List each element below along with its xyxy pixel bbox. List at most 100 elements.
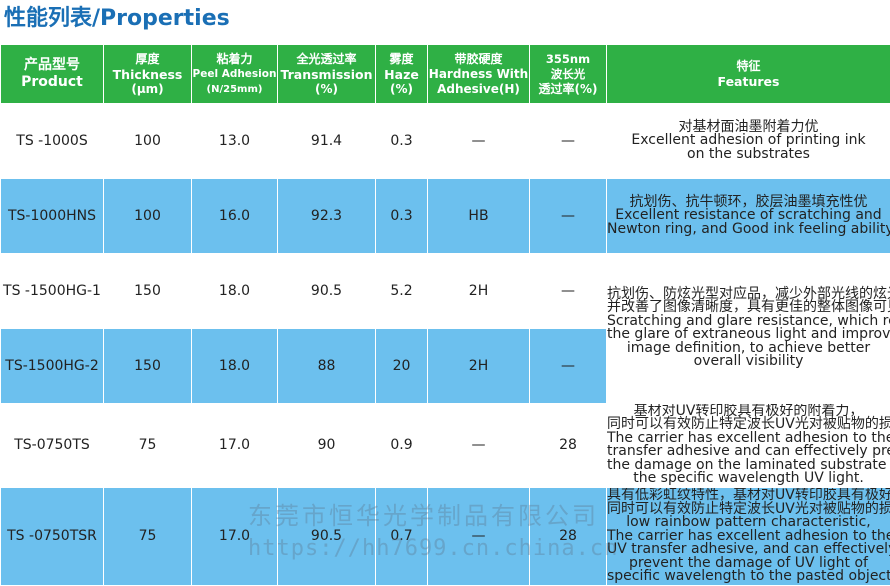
cell-features: 抗划伤、抗牛顿环，胶层油墨填充性优 Excellent resistance o… [606, 177, 890, 254]
header-product-zh: 产品型号 [24, 57, 80, 73]
header-thickness-unit: (μm) [131, 81, 164, 96]
cell-thickness: 150 [103, 252, 192, 329]
cell-peel: 16.0 [191, 177, 278, 254]
header-hardness-zh: 带胶硬度 [454, 51, 503, 66]
cell-features: 基材对UV转印胶具有极好的附着力， 同时可以有效防止特定波长UV光对被贴物的损伤… [606, 402, 890, 488]
cell-peel: 18.0 [191, 327, 278, 404]
table-row: TS-1500HG-2 150 18.0 88 20 2H — [0, 327, 890, 404]
header-features-en: Features [717, 74, 780, 89]
header-peel-adhesion: 粘着力 Peel Adhesion (N/25mm) [191, 44, 278, 104]
cell-haze: 5.2 [375, 252, 428, 329]
header-hardness-en: Hardness With [428, 66, 529, 81]
table-row: TS -1000S 100 13.0 91.4 0.3 — — 对基材面油墨附着… [0, 103, 890, 179]
cell-haze: 0.3 [375, 177, 428, 254]
header-transmission: 全光透过率 Transmission (%) [277, 44, 376, 104]
cell-features: 抗划伤、防炫光型对应品，减少外部光线的炫光 并改善了图像清晰度，具有更佳的整体图… [606, 252, 890, 404]
cell-product: TS -1000S [0, 103, 104, 179]
header-transmission-unit: (%) [315, 81, 338, 96]
feature-line: The carrier has excellent adhesion to th… [607, 429, 890, 446]
header-hardness: 带胶硬度 Hardness With Adhesive(H) [427, 44, 530, 104]
cell-transmission: 92.3 [277, 177, 376, 254]
feature-line: 并改善了图像清晰度，具有更佳的整体图像可见性 [607, 299, 890, 316]
cell-transmission: 88 [277, 327, 376, 404]
cell-peel: 17.0 [191, 486, 278, 586]
cell-peel: 17.0 [191, 402, 278, 488]
cell-thickness: 150 [103, 327, 192, 404]
table-row: TS -0750TSR 75 17.0 90.5 0.7 — 28 具有低彩虹纹… [0, 486, 890, 586]
table-row: TS -1500HG-1 150 18.0 90.5 5.2 2H — 抗划伤、… [0, 252, 890, 404]
cell-hardness: — [427, 486, 530, 586]
cell-hardness: — [427, 103, 530, 179]
cell-product: TS -0750TSR [0, 486, 104, 586]
feature-line: Excellent resistance of scratching and [615, 207, 882, 224]
header-features: 特征 Features [606, 44, 890, 104]
cell-thickness: 100 [103, 177, 192, 254]
cell-thickness: 75 [103, 402, 192, 488]
properties-table: 产品型号 Product 厚度 Thickness (μm) 粘着力 Peel … [0, 44, 890, 586]
header-product-en: Product [21, 74, 83, 90]
cell-hardness: — [427, 402, 530, 488]
header-peel-zh: 粘着力 [216, 51, 253, 66]
feature-line: 具有低彩虹纹特性，基材对UV转印胶具有极好的附着力， [607, 487, 890, 504]
cell-transmission: 91.4 [277, 103, 376, 179]
feature-line: 同时可以有效防止特定波长UV光对被贴物的损伤 [607, 416, 890, 433]
cell-hardness: HB [427, 177, 530, 254]
cell-haze: 20 [375, 327, 428, 404]
feature-line: Excellent adhesion of printing ink [631, 132, 866, 149]
cell-thickness: 100 [103, 103, 192, 179]
cell-peel: 18.0 [191, 252, 278, 329]
cell-product: TS-1000HNS [0, 177, 104, 254]
cell-peel: 13.0 [191, 103, 278, 179]
cell-uv: 28 [529, 486, 607, 586]
feature-line: 同时可以有效防止特定波长UV光对被贴物的损伤 [607, 500, 890, 517]
cell-product: TS -1500HG-1 [0, 252, 104, 329]
header-row: 产品型号 Product 厚度 Thickness (μm) 粘着力 Peel … [0, 44, 890, 104]
feature-line: low rainbow pattern characteristic, [626, 514, 871, 531]
header-uv-transmission: 355nm 波长光 透过率(%) [529, 44, 607, 104]
header-haze-zh: 雾度 [389, 51, 414, 66]
feature-line: Scratching and glare resistance, which r… [607, 312, 890, 329]
cell-thickness: 75 [103, 486, 192, 586]
feature-line: 基材对UV转印胶具有极好的附着力， [633, 403, 864, 419]
cell-haze: 0.7 [375, 486, 428, 586]
cell-uv: — [529, 327, 607, 404]
header-thickness: 厚度 Thickness (μm) [103, 44, 192, 104]
feature-line: 抗划伤、防炫光型对应品，减少外部光线的炫光 [607, 285, 890, 302]
cell-uv: — [529, 103, 607, 179]
feature-line: the specific wavelength UV light. [633, 470, 864, 487]
header-hardness-unit: Adhesive(H) [437, 81, 520, 96]
feature-line: overall visibility [693, 353, 804, 370]
cell-transmission: 90.5 [277, 486, 376, 586]
page-title: 性能列表/Properties [4, 6, 230, 31]
header-haze-unit: (%) [390, 81, 413, 96]
header-peel-en: Peel Adhesion [192, 67, 277, 80]
header-haze: 雾度 Haze (%) [375, 44, 428, 104]
header-uv-unit: 透过率(%) [538, 81, 598, 96]
cell-features: 具有低彩虹纹特性，基材对UV转印胶具有极好的附着力， 同时可以有效防止特定波长U… [606, 486, 890, 586]
cell-uv: 28 [529, 402, 607, 488]
cell-product: TS-1500HG-2 [0, 327, 104, 404]
cell-hardness: 2H [427, 327, 530, 404]
feature-line: specific wavelength to the pasted object… [607, 568, 890, 585]
table-row: TS-1000HNS 100 16.0 92.3 0.3 HB — 抗划伤、抗牛… [0, 177, 890, 254]
header-thickness-en: Thickness [112, 66, 183, 82]
feature-line: 对基材面油墨附着力优 [678, 118, 819, 135]
header-transmission-zh: 全光透过率 [296, 51, 357, 66]
cell-hardness: 2H [427, 252, 530, 329]
feature-line: 抗划伤、抗牛顿环，胶层油墨填充性优 [629, 193, 868, 210]
header-features-zh: 特征 [736, 59, 761, 73]
cell-features: 对基材面油墨附着力优 Excellent adhesion of printin… [606, 103, 890, 179]
feature-line: UV transfer adhesive, and can effectivel… [607, 541, 890, 558]
feature-line: Newton ring, and Good ink feeling abilit… [607, 220, 890, 237]
cell-haze: 0.9 [375, 402, 428, 488]
cell-uv: — [529, 177, 607, 254]
header-thickness-zh: 厚度 [135, 51, 160, 66]
feature-line: on the substrates [687, 145, 810, 162]
table-row: TS-0750TS 75 17.0 90 0.9 — 28 基材对UV转印胶具有… [0, 402, 890, 488]
header-haze-en: Haze [384, 66, 419, 82]
header-product: 产品型号 Product [0, 44, 104, 104]
feature-line: transfer adhesive and can effectively pr… [607, 443, 890, 460]
header-uv-zh: 355nm [545, 51, 591, 66]
feature-line: The carrier has excellent adhesion to th… [607, 527, 890, 544]
cell-uv: — [529, 252, 607, 329]
